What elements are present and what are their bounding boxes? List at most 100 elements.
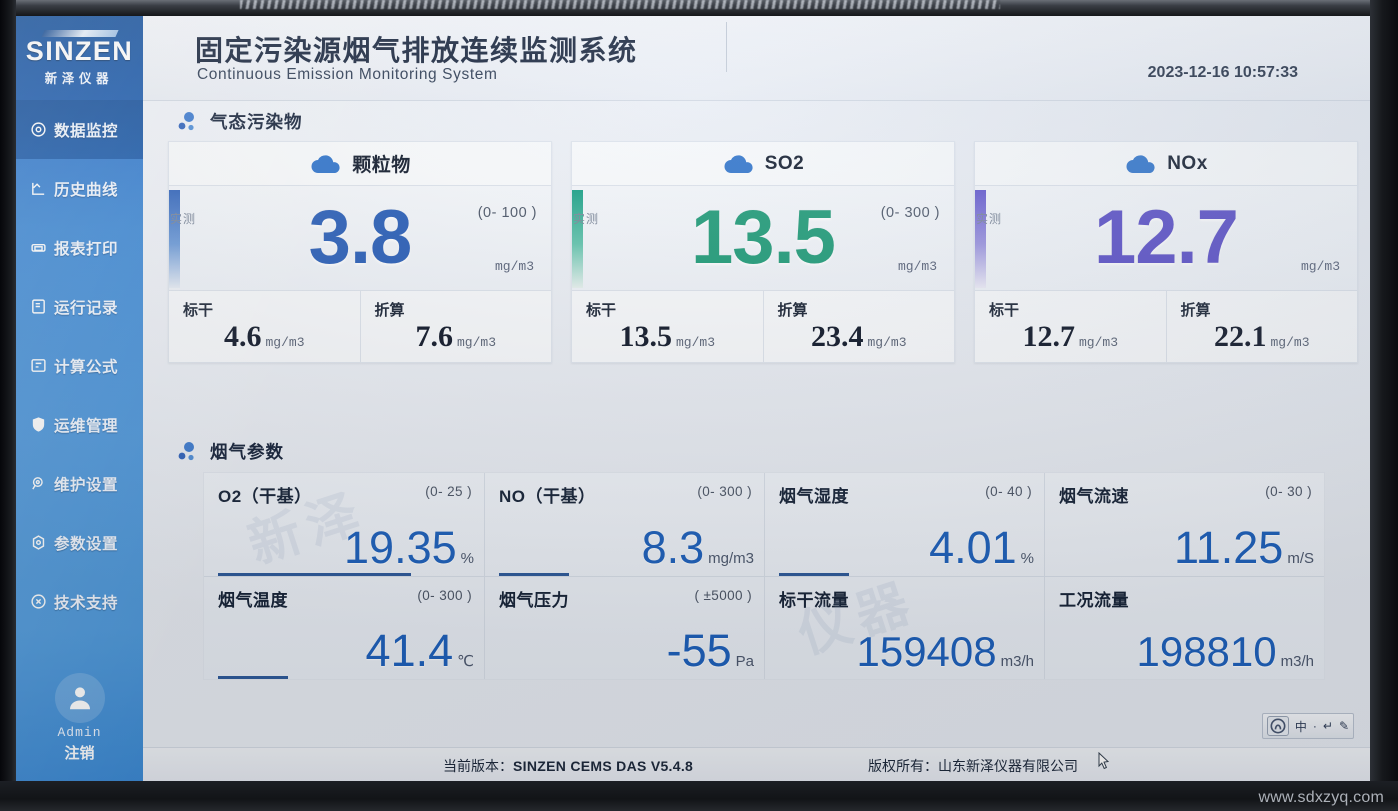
ime-handle[interactable] [1266, 716, 1289, 736]
flue-cell-velocity[interactable]: 烟气流速 (0- 30 ) 11.25 m/S [1044, 473, 1324, 576]
flue-cell-value: 4.01 [929, 522, 1017, 573]
cloud-icon [309, 153, 343, 175]
ime-lang-button[interactable]: 中 [1294, 719, 1307, 734]
sidebar: SINZEN 新泽仪器 数据监控 历史曲线 报表打印 [16, 16, 143, 781]
wrench-locate-icon [30, 475, 47, 492]
logo-brand-cn: 新泽仪器 [45, 70, 114, 86]
page-subtitle: Continuous Emission Monitoring System [197, 66, 498, 83]
sidebar-item-run-log[interactable]: 运行记录 [16, 277, 143, 336]
gas-card-footer: 标干 13.5 mg/m3 折算 23.4 mg/m3 [572, 290, 954, 362]
sub-label: 折算 [777, 302, 808, 319]
shield-icon [30, 416, 47, 433]
measured-bar [572, 190, 583, 288]
top-bar: 固定污染源烟气排放连续监测系统 Continuous Emission Moni… [143, 16, 1370, 101]
sidebar-item-label: 数据监控 [54, 122, 119, 140]
flue-cell-value: 8.3 [641, 522, 705, 573]
flue-cell-value: 41.4 [365, 625, 454, 676]
logout-button[interactable]: 注销 [64, 745, 95, 762]
sidebar-item-parameter-setting[interactable]: 参数设置 [16, 513, 143, 572]
ime-tool-button[interactable]: ✎ [1338, 719, 1349, 733]
flue-cell-valuerow: 19.35 % [344, 525, 474, 570]
sub-value: 13.5 mg/m3 [572, 320, 763, 354]
copyright-value: 山东新泽仪器有限公司 [938, 758, 1078, 774]
ime-enter-button[interactable]: ↵ [1322, 719, 1333, 733]
gas-cards-row: 颗粒物 实测 3.8 (0- 100 ) mg/m3 标干 [168, 141, 1358, 363]
gas-card-range: (0- 100 ) [477, 205, 537, 221]
ime-punct-button[interactable]: · [1312, 719, 1317, 733]
flue-cell-valuerow: -55 Pa [667, 628, 754, 673]
cloud-icon [1124, 153, 1158, 175]
sidebar-item-report-print[interactable]: 报表打印 [16, 218, 143, 277]
ime-logo-icon [1270, 718, 1286, 734]
flue-cell-unit: m3/h [1000, 653, 1034, 670]
flue-cell-label: O2（干基） [218, 487, 312, 506]
sub-unit: mg/m3 [456, 335, 496, 350]
measured-label: 实测 [976, 212, 1003, 226]
flue-section-header: 烟气参数 [176, 439, 284, 464]
sub-unit: mg/m3 [675, 335, 715, 350]
gas-card-value: 3.8 [308, 195, 413, 280]
user-icon [69, 687, 90, 710]
flue-cell-range: ( ±5000 ) [694, 588, 752, 603]
gas-card-unit: mg/m3 [1300, 259, 1340, 274]
sidebar-item-label: 参数设置 [54, 535, 119, 553]
sidebar-item-formula[interactable]: 计算公式 [16, 336, 143, 395]
sidebar-item-maintenance-setting[interactable]: 维护设置 [16, 454, 143, 513]
sub-number: 4.6 [223, 320, 262, 353]
sidebar-item-tech-support[interactable]: 技术支持 [16, 572, 143, 631]
version-info: 当前版本：SINZEN CEMS DAS V5.4.8 [443, 756, 693, 776]
gas-card-name: SO2 [764, 152, 805, 174]
flue-cell-standard-flow[interactable]: 标干流量 159408 m3/h [764, 576, 1044, 679]
flue-cell-temperature[interactable]: 烟气温度 (0- 300 ) 41.4 ℃ [204, 576, 484, 679]
flue-cell-working-flow[interactable]: 工况流量 198810 m3/h [1044, 576, 1324, 679]
ime-toolbar[interactable]: 中 · ↵ ✎ [1261, 713, 1354, 739]
datetime-display: 2023-12-16 10:57:33 [1147, 64, 1298, 81]
monitor-bezel-bottom [0, 781, 1398, 811]
application-screen: 新泽 仪器 SINZEN 新泽仪器 数据监控 历史曲线 [16, 16, 1370, 781]
gas-card-sub: 标干 4.6 mg/m3 [169, 291, 360, 362]
sidebar-item-label: 报表打印 [54, 240, 119, 258]
flue-cell-pressure[interactable]: 烟气压力 ( ±5000 ) -55 Pa [484, 576, 764, 679]
measured-label: 实测 [573, 212, 600, 226]
flue-cell-value: -55 [666, 625, 732, 676]
printer-icon [30, 239, 47, 256]
gas-card-unit: mg/m3 [494, 259, 534, 274]
molecule-icon [176, 440, 200, 464]
user-panel[interactable]: Admin 注销 [16, 673, 143, 763]
gas-card-nox[interactable]: NOx 实测 12.7 mg/m3 标干 12 [974, 141, 1358, 363]
flue-section-title: 烟气参数 [210, 442, 284, 462]
site-watermark: www.sdxzyq.com [1258, 789, 1384, 806]
sidebar-item-label: 维护设置 [54, 476, 119, 494]
sidebar-item-label: 运行记录 [54, 299, 119, 317]
gas-card-sub: 折算 7.6 mg/m3 [359, 291, 552, 362]
sub-unit: mg/m3 [867, 335, 907, 350]
version-value: SINZEN CEMS DAS V5.4.8 [513, 758, 694, 774]
sub-value: 4.6 mg/m3 [169, 320, 360, 354]
flue-cell-label: 标干流量 [779, 591, 849, 610]
sidebar-item-history-curve[interactable]: 历史曲线 [16, 159, 143, 218]
sidebar-item-data-monitor[interactable]: 数据监控 [16, 100, 143, 159]
copyright-label: 版权所有： [868, 758, 938, 774]
gas-card-header: 颗粒物 [169, 142, 551, 186]
value-underline [218, 676, 288, 679]
measured-indicator: 实测 [975, 190, 1001, 288]
flue-cell-o2[interactable]: O2（干基） (0- 25 ) 19.35 % [204, 473, 484, 576]
flue-cell-label: 烟气湿度 [779, 487, 849, 506]
gas-card-so2[interactable]: SO2 实测 13.5 (0- 300 ) mg/m3 标干 [571, 141, 955, 363]
flue-cell-unit: m/S [1287, 550, 1314, 567]
sub-unit: mg/m3 [1078, 335, 1118, 350]
gas-card-value: 13.5 [691, 195, 836, 280]
flue-cell-no[interactable]: NO（干基） (0- 300 ) 8.3 mg/m3 [484, 473, 764, 576]
gas-card-unit: mg/m3 [897, 259, 937, 274]
flue-cell-range: (0- 300 ) [697, 484, 752, 499]
avatar [54, 673, 105, 723]
gas-card-particulate[interactable]: 颗粒物 实测 3.8 (0- 100 ) mg/m3 标干 [168, 141, 552, 363]
sidebar-item-label: 历史曲线 [54, 181, 119, 199]
flue-cell-humidity[interactable]: 烟气湿度 (0- 40 ) 4.01 % [764, 473, 1044, 576]
app-logo: SINZEN 新泽仪器 [16, 16, 143, 100]
value-underline [779, 573, 849, 576]
flue-cell-range: (0- 30 ) [1265, 484, 1312, 499]
sidebar-item-om-management[interactable]: 运维管理 [16, 395, 143, 454]
gas-card-sub: 折算 23.4 mg/m3 [762, 291, 955, 362]
